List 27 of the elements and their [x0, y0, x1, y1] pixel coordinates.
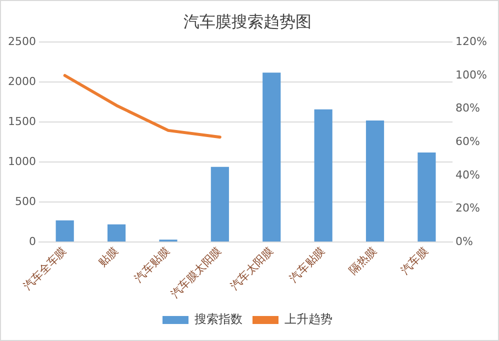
y2-tick-label: 120% — [456, 35, 488, 48]
chart-title: 汽车膜搜索趋势图 — [184, 12, 312, 31]
bar — [366, 120, 384, 242]
bar — [314, 109, 332, 242]
x-tick-label: 汽车贴膜 — [287, 244, 328, 285]
x-tick-label: 贴膜 — [96, 244, 121, 270]
y-tick-label: 2000 — [8, 75, 36, 88]
x-tick-label: 隔热膜 — [346, 244, 380, 278]
legend-label: 上升趋势 — [284, 312, 332, 326]
bar — [210, 166, 229, 242]
y2-tick-label: 60% — [456, 134, 480, 148]
y-tick-label: 2500 — [8, 35, 36, 48]
y-tick-label: 500 — [14, 194, 36, 208]
y2-tick-label: 80% — [456, 102, 480, 115]
y2-tick-label: 40% — [456, 168, 480, 182]
y2-tick-label: 0% — [456, 234, 474, 248]
x-tick-label: 汽车膜 — [398, 244, 431, 278]
y2-tick-label: 20% — [456, 202, 480, 215]
y-tick-label: 1000 — [8, 154, 36, 168]
legend-label: 搜索指数 — [194, 312, 242, 326]
x-tick-label: 汽车太阳膜 — [228, 244, 276, 293]
bar — [262, 72, 281, 242]
y-tick-label: 1500 — [8, 114, 36, 128]
bar — [418, 152, 436, 242]
y2-tick-label: 100% — [456, 68, 488, 82]
bar — [56, 220, 74, 242]
bar — [107, 224, 126, 242]
